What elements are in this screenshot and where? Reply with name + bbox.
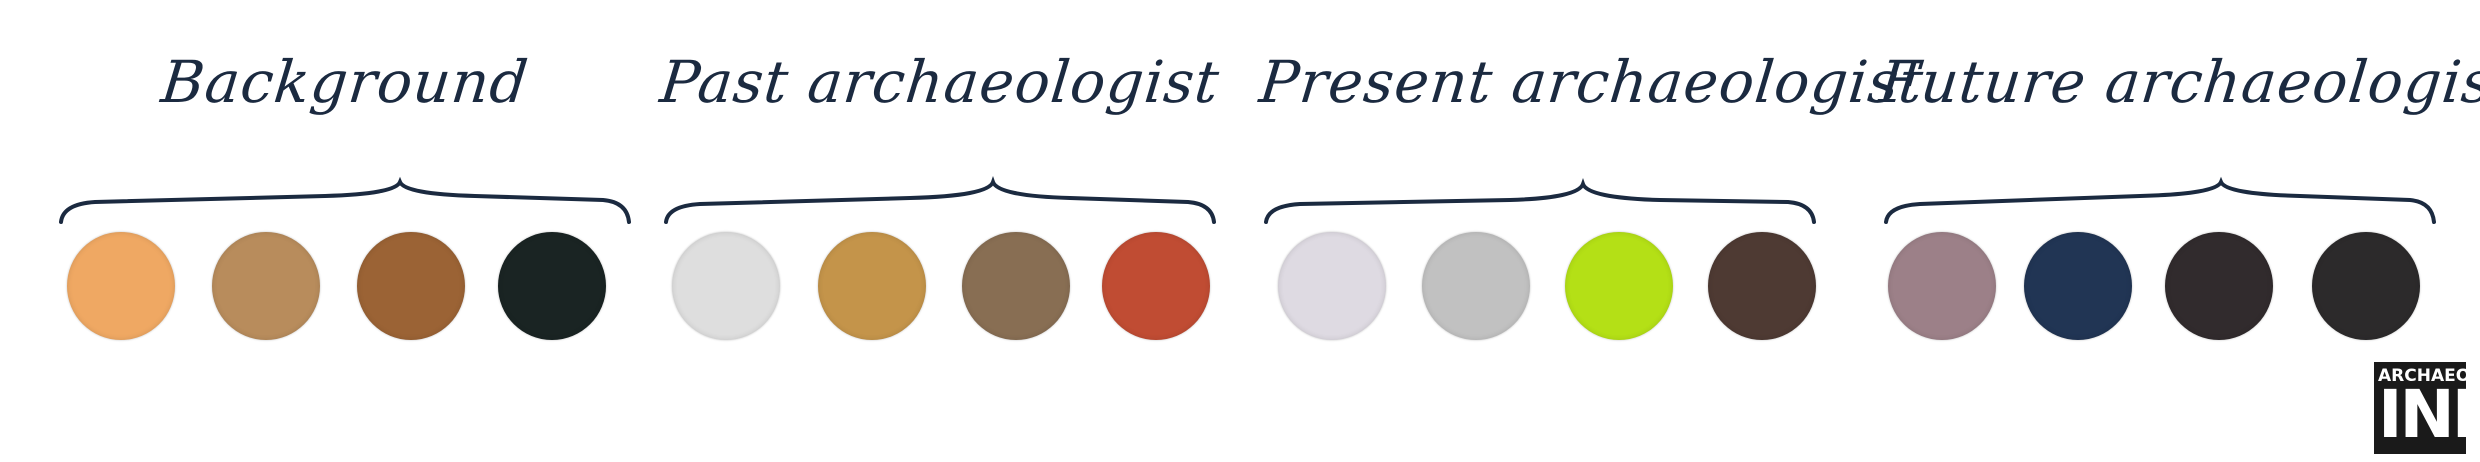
color-swatch <box>357 232 465 340</box>
swatch-row <box>55 232 635 347</box>
palette-group-past-archaeologist: Past archaeologist <box>657 0 1223 380</box>
color-swatch <box>1708 232 1816 340</box>
color-swatch <box>1422 232 1530 340</box>
color-swatch <box>818 232 926 340</box>
logo-main-text: INK <box>2378 376 2466 453</box>
swatch-row <box>1880 232 2440 347</box>
color-swatch <box>2312 232 2420 340</box>
palette-group-present-archaeologist: Present archaeologist <box>1256 0 1927 380</box>
color-swatch <box>498 232 606 340</box>
group-title: Present archaeologist <box>1256 48 1928 116</box>
color-swatch <box>212 232 320 340</box>
color-swatch <box>67 232 175 340</box>
logo-top-text: ARCHAEO <box>2378 366 2466 386</box>
swatch-row <box>1260 232 1820 347</box>
archaeoink-logo: ARCHAEO INK <box>2374 362 2466 454</box>
curly-brace <box>1884 176 2436 224</box>
group-title: Background <box>158 48 532 116</box>
color-swatch <box>2024 232 2132 340</box>
color-swatch <box>2165 232 2273 340</box>
curly-brace <box>59 176 631 224</box>
color-swatch <box>1278 232 1386 340</box>
group-title: Past archaeologist <box>657 48 1223 116</box>
color-swatch <box>962 232 1070 340</box>
color-swatch <box>1565 232 1673 340</box>
color-swatch <box>672 232 780 340</box>
curly-brace <box>664 176 1216 224</box>
group-title: Future archaeologist <box>1876 48 2480 116</box>
color-swatch <box>1102 232 1210 340</box>
palette-group-future-archaeologist: Future archaeologist <box>1876 0 2480 380</box>
swatch-row <box>660 232 1220 347</box>
palette-group-background: Background <box>55 0 635 380</box>
color-swatch <box>1888 232 1996 340</box>
curly-brace <box>1264 178 1816 224</box>
